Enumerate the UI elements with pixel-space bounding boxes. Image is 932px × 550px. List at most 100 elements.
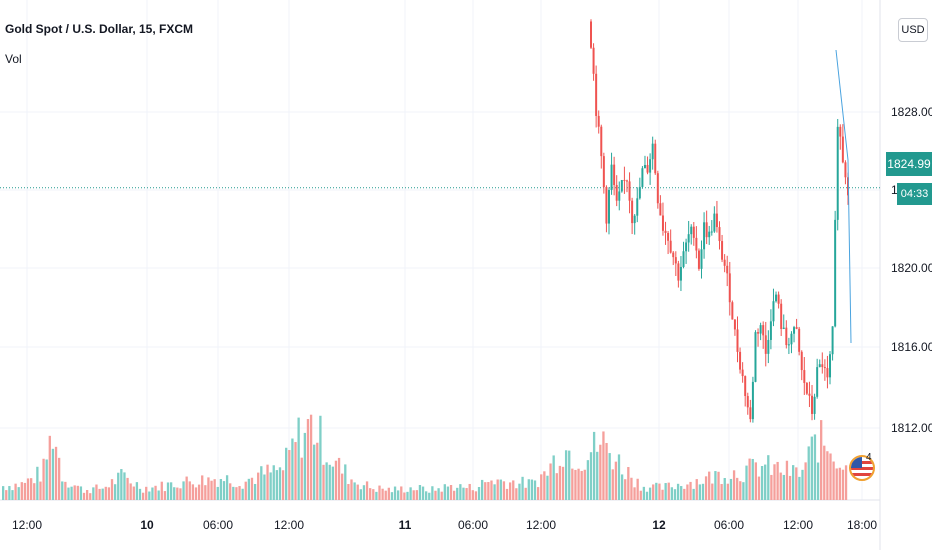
volume-bar bbox=[216, 486, 219, 500]
volume-bar bbox=[564, 450, 568, 500]
currency-label: USD bbox=[901, 24, 925, 36]
volume-bar bbox=[465, 488, 468, 500]
volume-bar bbox=[421, 486, 425, 500]
volume-bar bbox=[571, 468, 574, 500]
volume-bar bbox=[826, 451, 829, 500]
volume-indicator-label[interactable]: Vol bbox=[5, 52, 22, 66]
chart-title[interactable]: Gold Spot / U.S. Dollar, 15, FXCM bbox=[5, 22, 194, 36]
candle-body bbox=[769, 321, 772, 340]
volume-bar bbox=[829, 453, 832, 500]
volume-bar bbox=[197, 484, 201, 500]
volume-bar bbox=[502, 481, 506, 500]
candle-body bbox=[674, 257, 677, 264]
volume-bar bbox=[555, 473, 558, 500]
candle-body bbox=[664, 230, 667, 233]
volume-bar bbox=[518, 483, 521, 500]
volume-bar bbox=[776, 461, 779, 500]
candle-body bbox=[649, 159, 652, 173]
currency-selector[interactable]: USD bbox=[898, 18, 928, 42]
volume-bar bbox=[533, 480, 537, 500]
volume-bar bbox=[446, 486, 450, 500]
volume-bar bbox=[471, 490, 474, 500]
volume-bar bbox=[42, 458, 45, 500]
volume-bar bbox=[23, 482, 27, 500]
volume-bar bbox=[415, 490, 418, 500]
volume-bar bbox=[253, 483, 257, 500]
volume-bar bbox=[393, 486, 397, 500]
volume-bar bbox=[757, 476, 761, 500]
candle-body bbox=[844, 162, 847, 178]
volume-bar bbox=[341, 473, 344, 500]
volume-bar bbox=[101, 488, 104, 500]
candle-body bbox=[811, 395, 814, 414]
volume-bar bbox=[64, 481, 67, 500]
candle-body bbox=[749, 407, 752, 420]
volume-bar bbox=[686, 484, 689, 500]
candle-body bbox=[818, 364, 821, 368]
volume-bar bbox=[229, 483, 232, 500]
volume-bar bbox=[406, 491, 409, 500]
volume-bar bbox=[717, 471, 720, 500]
volume-bar bbox=[387, 487, 390, 500]
volume-bar bbox=[135, 482, 139, 500]
volume-bar bbox=[655, 482, 658, 500]
volume-bar bbox=[589, 452, 593, 500]
candle-body bbox=[602, 156, 605, 188]
volume-bar bbox=[5, 490, 8, 500]
candle-body bbox=[728, 273, 731, 303]
volume-bar bbox=[272, 465, 275, 500]
volume-bar bbox=[353, 482, 356, 500]
candle-body bbox=[592, 47, 595, 74]
volume-bar bbox=[443, 484, 446, 500]
volume-bar bbox=[418, 485, 422, 500]
candle-body bbox=[777, 294, 780, 304]
bar-countdown: 04:33 bbox=[897, 183, 932, 205]
volume-bar bbox=[561, 466, 565, 500]
volume-bar bbox=[558, 465, 562, 500]
volume-bar bbox=[742, 482, 745, 500]
volume-bar bbox=[428, 492, 431, 500]
indicator-line bbox=[835, 49, 852, 344]
candle-body bbox=[643, 164, 646, 169]
volume-bar bbox=[493, 484, 496, 500]
volume-bar bbox=[543, 471, 546, 500]
volume-bar bbox=[636, 478, 639, 500]
volume-bar bbox=[403, 492, 406, 500]
candle-body bbox=[613, 164, 616, 186]
volume-bar bbox=[480, 479, 484, 500]
us-flag-icon[interactable] bbox=[849, 455, 875, 481]
candle-body bbox=[679, 266, 682, 281]
volume-bar bbox=[670, 487, 674, 500]
candle-body bbox=[718, 227, 721, 242]
volume-bar bbox=[185, 476, 188, 500]
volume-bar bbox=[838, 467, 841, 500]
volume-bar bbox=[173, 487, 176, 500]
candle-body bbox=[710, 231, 713, 233]
candle-body bbox=[826, 368, 829, 378]
volume-bar bbox=[505, 488, 509, 500]
volume-bar bbox=[630, 477, 633, 500]
candle-body bbox=[782, 327, 785, 329]
volume-bar bbox=[225, 475, 229, 500]
volume-bar bbox=[334, 460, 338, 500]
volume-bar bbox=[673, 489, 677, 500]
candle-body bbox=[751, 381, 754, 420]
candle-body bbox=[610, 164, 613, 190]
candle-body bbox=[625, 180, 628, 182]
volume-bar bbox=[362, 485, 366, 500]
candle-body bbox=[607, 189, 610, 224]
candle-body bbox=[651, 143, 654, 160]
volume-bar bbox=[434, 490, 437, 500]
candle-body bbox=[772, 301, 775, 322]
candle-body bbox=[795, 327, 798, 329]
candle-body bbox=[787, 344, 790, 346]
candle-body bbox=[600, 126, 603, 157]
candle-body bbox=[816, 367, 819, 397]
volume-bar bbox=[166, 482, 170, 500]
volume-bar bbox=[412, 490, 415, 500]
volume-bar bbox=[484, 482, 487, 500]
candle-body bbox=[672, 252, 675, 258]
candle-body bbox=[669, 240, 672, 253]
volume-bar bbox=[29, 478, 33, 500]
